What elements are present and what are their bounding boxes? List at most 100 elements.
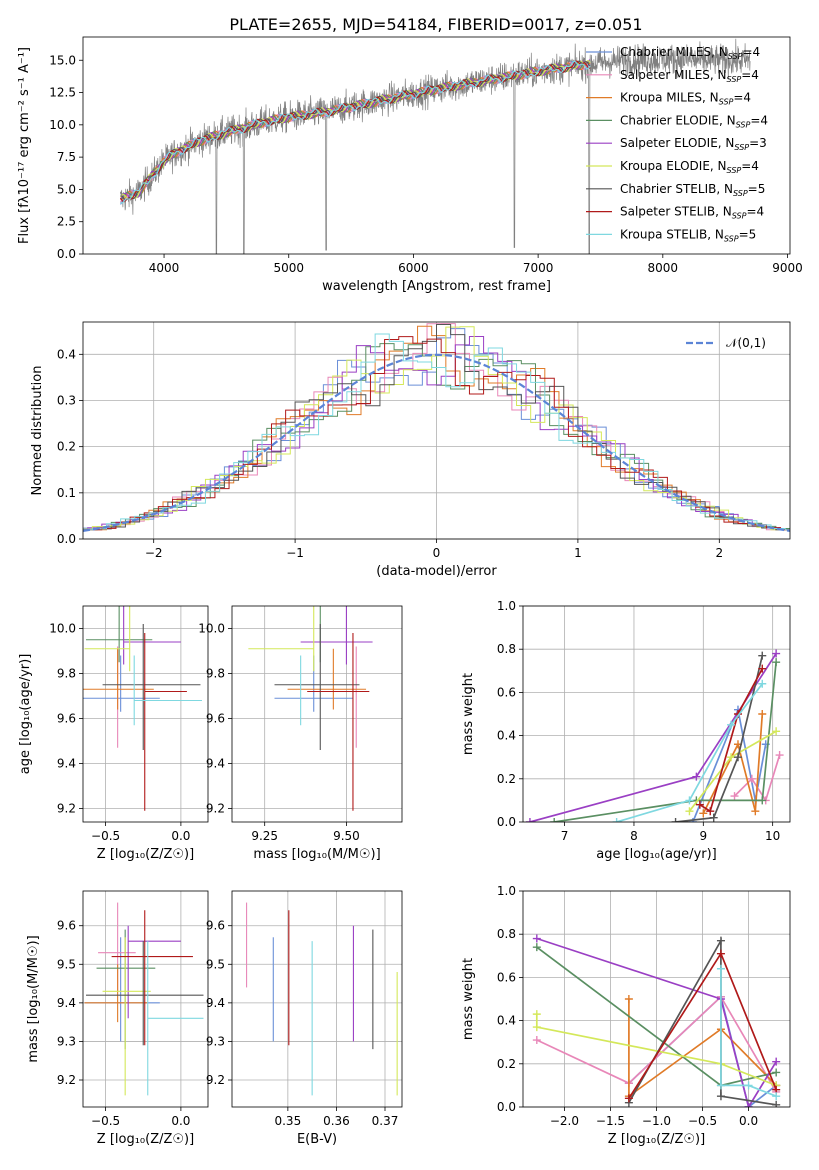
- x-axis-label: Z [log₁₀(Z/Z☉)]: [97, 847, 194, 862]
- x-tick-label: 0.0: [739, 1114, 758, 1128]
- weight-point-marker: [532, 943, 541, 952]
- x-tick-label: 4000: [149, 261, 180, 275]
- y-tick-label: 0.1: [57, 486, 76, 500]
- y-tick-label: 9.6: [206, 712, 225, 726]
- normal-curve: [83, 353, 790, 532]
- axes-frame: [231, 890, 403, 1108]
- y-tick-label: 0.8: [497, 642, 516, 656]
- y-tick-label: 2.5: [57, 215, 76, 229]
- x-tick-label: 2: [715, 546, 723, 560]
- y-tick-label: 0.2: [497, 772, 516, 786]
- x-tick-label: 1: [574, 546, 582, 560]
- x-tick-label: 7000: [523, 261, 554, 275]
- weight-point-marker: [532, 1010, 541, 1019]
- x-tick-label: 0: [433, 546, 441, 560]
- weight-point-marker: [751, 807, 760, 816]
- legend-label-normal: 𝒩(0,1): [726, 336, 766, 350]
- panel-weight_vs_age: 7 8 9 10 0.0 0.2 0.4 0.6 0.8 1.0 age [log₁₀(age/yr…: [461, 599, 791, 862]
- weight-series-line: [536, 937, 777, 1107]
- weight-point-marker: [624, 995, 633, 1003]
- y-tick-label: 7.5: [57, 150, 76, 164]
- weight-point-marker: [772, 1092, 781, 1101]
- weight-point-marker: [758, 651, 767, 660]
- weight-point-marker: [532, 1036, 541, 1045]
- y-tick-label: 0.0: [497, 815, 516, 829]
- weight-series-line: [535, 1014, 777, 1087]
- histogram-series: [83, 333, 790, 531]
- x-tick-label: 0.36: [323, 1114, 350, 1128]
- y-axis-label: age [log₁₀(age/yr)]: [18, 654, 33, 775]
- weight-point-marker: [716, 964, 725, 973]
- y-tick-label: 1.0: [497, 599, 516, 613]
- y-tick-label: 9.4: [57, 757, 76, 771]
- weight-series-line: [733, 754, 781, 803]
- legend-label: Kroupa MILES, NSSP=4: [620, 91, 751, 107]
- weight-point-marker: [685, 796, 694, 805]
- y-axis-label: mass weight: [461, 673, 476, 755]
- y-tick-label: 0.8: [497, 927, 516, 941]
- x-tick-label: 0.0: [171, 1114, 190, 1128]
- weight-point-marker: [730, 792, 739, 801]
- legend-label: Salpeter ELODIE, NSSP=3: [620, 136, 767, 152]
- axes-frame: [522, 605, 791, 823]
- y-tick-label: 0.0: [57, 247, 76, 261]
- y-tick-label: 10.0: [49, 622, 76, 636]
- weight-series-line: [675, 655, 764, 822]
- weight-point-marker: [758, 710, 767, 718]
- y-tick-label: 9.6: [57, 919, 76, 933]
- weight-series-line: [720, 968, 777, 1097]
- y-tick-label: 0.4: [57, 347, 76, 361]
- x-tick-label: −1: [286, 546, 304, 560]
- y-tick-label: 9.8: [206, 667, 225, 681]
- weight-point-marker: [727, 753, 736, 762]
- weight-point-marker: [692, 772, 701, 781]
- y-tick-label: 0.0: [57, 532, 76, 546]
- y-tick-label: 9.5: [206, 957, 225, 971]
- y-tick-label: 9.2: [57, 1073, 76, 1087]
- weight-point-marker: [716, 949, 725, 958]
- weight-series-line: [529, 653, 777, 822]
- figure-title: PLATE=2655, MJD=54184, FIBERID=0017, z=0…: [229, 15, 642, 34]
- y-tick-label: 0.4: [497, 1014, 516, 1028]
- legend-label: Chabrier STELIB, NSSP=5: [620, 182, 765, 198]
- histogram-series: [83, 328, 790, 531]
- plot-area: [84, 902, 204, 1096]
- panel-mass_vs_ebv: 0.35 0.36 0.37 9.2 9.3 9.4 9.5 9.6 E(B-V): [206, 890, 403, 1147]
- y-tick-label: 0.3: [57, 393, 76, 407]
- x-tick-label: −0.5: [91, 829, 120, 843]
- weight-series-line: [699, 668, 764, 813]
- weight-series-line: [616, 683, 763, 822]
- y-tick-label: 0.2: [497, 1057, 516, 1071]
- weight-point-marker: [624, 1094, 633, 1103]
- legend-label: Salpeter MILES, NSSP=4: [620, 68, 759, 84]
- x-axis-label: Z [log₁₀(Z/Z☉)]: [608, 1132, 705, 1147]
- weight-point-marker: [772, 727, 781, 736]
- y-tick-label: 10.0: [49, 118, 76, 132]
- legend-label: Kroupa ELODIE, NSSP=4: [620, 159, 759, 175]
- x-axis-label: E(B-V): [297, 1132, 337, 1147]
- weight-point-marker: [758, 664, 767, 673]
- weight-point-marker: [716, 1092, 725, 1101]
- y-tick-label: 9.5: [57, 957, 76, 971]
- weight-point-marker: [727, 720, 736, 729]
- legend-label: Chabrier MILES, NSSP=4: [620, 45, 760, 61]
- weight-point-marker: [532, 934, 541, 943]
- y-tick-label: 1.0: [497, 884, 516, 898]
- weight-series-line: [628, 999, 777, 1098]
- weight-point-marker: [716, 1081, 725, 1090]
- x-axis-label: wavelength [Angstrom, rest frame]: [322, 279, 551, 294]
- y-tick-label: 0.6: [497, 970, 516, 984]
- y-tick-label: 9.3: [57, 1034, 76, 1048]
- x-tick-label: −1.0: [642, 1114, 671, 1128]
- weight-point-marker: [612, 818, 621, 822]
- weight-point-marker: [685, 807, 694, 816]
- histogram-series: [83, 336, 790, 531]
- weight-series-line: [554, 662, 777, 822]
- weight-point-marker: [532, 1023, 541, 1032]
- plot-area: [83, 323, 790, 532]
- weight-point-marker: [772, 649, 781, 658]
- weight-point-marker: [772, 658, 781, 667]
- axes-frame: [82, 36, 791, 255]
- weight-point-marker: [744, 1081, 753, 1090]
